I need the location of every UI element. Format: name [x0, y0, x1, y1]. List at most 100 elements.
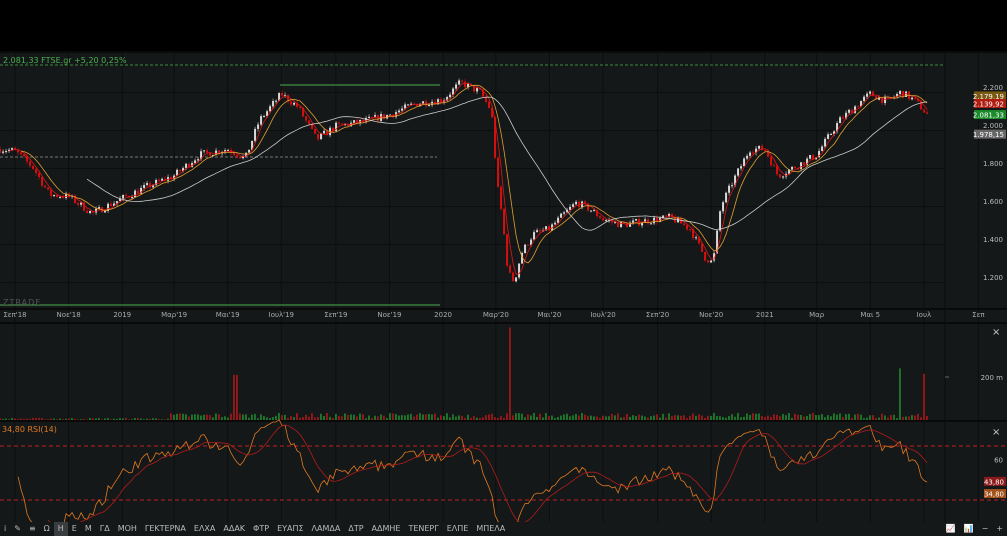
volume-bar [704, 418, 706, 420]
volume-bar [521, 413, 523, 420]
rsi-badge-bg [984, 476, 1006, 486]
volume-bar [395, 414, 397, 420]
toolbar-item[interactable]: Ω [43, 524, 50, 533]
indicators-icon[interactable]: 📊 [963, 524, 974, 533]
candle-body [332, 127, 335, 131]
volume-bar [533, 412, 535, 420]
toolbar-item[interactable]: ΑΔΜΗΕ [371, 524, 401, 533]
candle-body [488, 101, 491, 108]
toolbar-item[interactable]: ΓΕΚΤΕΡΝΑ [144, 524, 186, 533]
candle-body [206, 150, 209, 153]
toolbar-item[interactable]: ΛΑΜΔΑ [311, 524, 341, 533]
toolbar-item[interactable]: ✎ [14, 524, 21, 533]
candle-body [215, 150, 218, 155]
close-rsi-icon[interactable]: × [992, 427, 1001, 438]
candle-body [836, 123, 839, 132]
volume-bar [95, 418, 97, 420]
toolbar-item[interactable]: ΦΤΡ [253, 524, 270, 533]
candle-body [821, 146, 824, 152]
toolbar-item[interactable]: Η [53, 522, 68, 536]
bottom-toolbar: i ✎ ≡ Ω Η Ε Μ ΓΔ ΜΟΗ ΓΕΚΤΕΡΝΑ ΕΛΧΑ ΑΔΑΚ ΦΤΡ ΕΥΑΠΣ ΛΑΜΔ… [0, 522, 1007, 536]
volume-bar [41, 418, 43, 420]
candle-body [110, 203, 113, 207]
price-badge-text: 2.179,19 [973, 93, 1004, 101]
volume-bar [464, 418, 466, 420]
candle-body [689, 229, 692, 231]
volume-bar [572, 415, 574, 420]
toolbar-item[interactable]: ΔΤΡ [348, 524, 364, 533]
close-volume-icon[interactable]: × [992, 327, 1001, 338]
rsi-line [17, 419, 928, 522]
toolbar-item[interactable]: ΕΛΠΕ [446, 524, 469, 533]
toolbar-item[interactable]: ≡ [28, 524, 36, 533]
volume-bar [803, 416, 805, 420]
price-tick-label: 1.200 [983, 274, 1003, 282]
toolbar-item[interactable]: ΑΔΑΚ [223, 524, 246, 533]
candle-body [503, 208, 506, 235]
volume-bar [338, 416, 340, 420]
candle-body [146, 183, 149, 186]
volume-bar [839, 413, 841, 420]
volume-bar [101, 419, 103, 420]
candle-body [746, 155, 749, 159]
candle-body [320, 133, 323, 140]
candle-body [299, 106, 302, 108]
candle-body [728, 185, 731, 193]
candle-body [179, 169, 182, 172]
candle-body [353, 120, 356, 123]
candle-body [20, 152, 23, 155]
zoom-out-button[interactable]: − [981, 524, 989, 533]
toolbar-item[interactable]: ΓΔ [99, 524, 110, 533]
chart-svg[interactable]: Σεπ'18 Νοε'18 2019 Μαρ'19 Μαι'19 Ιουλ'19 Σεπ'1… [0, 0, 1007, 522]
toolbar-item[interactable]: ΕΛΧΑ [193, 524, 216, 533]
time-tick-label: Μαι 5 [860, 311, 880, 319]
price-tick-label: 2.000 [983, 122, 1003, 130]
candle-body [749, 152, 752, 156]
candle-body [617, 221, 620, 228]
volume-bar [263, 416, 265, 420]
candle-body [239, 156, 242, 159]
candle-body [272, 101, 275, 107]
toolbar-item[interactable]: Μ [84, 524, 92, 533]
volume-bar [35, 418, 37, 420]
candle-body [923, 109, 926, 113]
candle-body [644, 219, 647, 224]
volume-bar [896, 418, 898, 420]
zoom-in-button[interactable]: + [996, 524, 1003, 533]
candle-body [335, 122, 338, 131]
volume-bar [158, 419, 160, 420]
candle-body [14, 148, 17, 150]
volume-bar [584, 414, 586, 420]
candle-body [170, 177, 173, 180]
candle-body [887, 97, 890, 99]
volume-bar [314, 417, 316, 420]
candle-body [554, 222, 557, 225]
candle-body [752, 152, 755, 154]
volume-bar [668, 413, 670, 420]
volume-bar [32, 417, 34, 420]
toolbar-item[interactable]: ΜΟΗ [117, 524, 137, 533]
toolbar-item[interactable]: ΜΠΕΛΑ [476, 524, 506, 533]
volume-bar [347, 414, 349, 420]
candle-body [317, 133, 320, 140]
volume-bar [719, 416, 721, 420]
candle-body [251, 140, 254, 150]
candle-body [857, 106, 860, 108]
candle-body [548, 226, 551, 231]
volume-bar [215, 413, 217, 420]
volume-bar [362, 414, 364, 420]
toolbar-item[interactable]: ΤΕΝΕΡΓ [408, 524, 439, 533]
candle-body [446, 97, 449, 101]
candle-body [869, 91, 872, 94]
toolbar-item[interactable]: Ε [71, 524, 77, 533]
ma-slow-line [86, 96, 928, 231]
candle-body [410, 103, 413, 105]
toolbar-item[interactable]: ΕΥΑΠΣ [277, 524, 304, 533]
volume-bar [359, 413, 361, 420]
chart-type-icon[interactable]: 📈 [945, 524, 956, 533]
candle-body [287, 95, 290, 102]
candle-body [188, 163, 191, 167]
volume-bar [806, 416, 808, 420]
volume-bar [476, 417, 478, 420]
toolbar-item[interactable]: i [4, 524, 7, 533]
